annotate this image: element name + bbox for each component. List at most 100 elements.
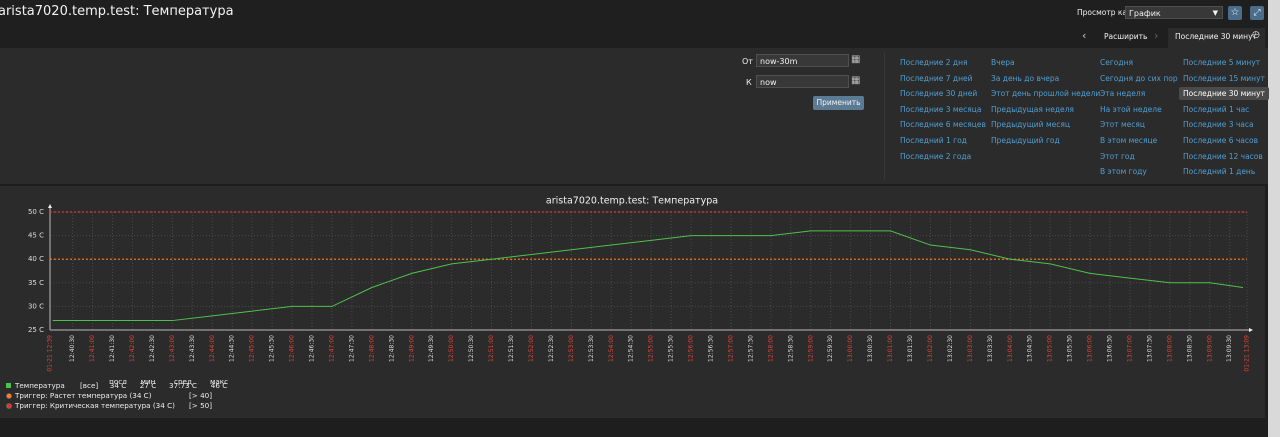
quick-range-link[interactable]: Предыдущий год bbox=[991, 136, 1060, 145]
x-tick-label: 12:46:00 bbox=[289, 335, 296, 362]
legend-column: мин bbox=[141, 377, 156, 386]
x-tick-label: 12:43:00 bbox=[169, 335, 176, 362]
quick-range-link[interactable]: Последние 3 месяца bbox=[900, 104, 982, 114]
x-tick-label: 12:42:30 bbox=[149, 335, 156, 362]
quick-range-link[interactable]: Последние 12 часов bbox=[1183, 151, 1263, 161]
quick-range-link[interactable]: Последние 2 дня bbox=[900, 58, 968, 67]
quick-range-link[interactable]: Последний 1 день bbox=[1183, 167, 1256, 177]
zoom-out[interactable]: Расширить bbox=[1104, 32, 1148, 41]
legend-trigger-condition: [> 50] bbox=[189, 401, 212, 410]
calendar-icon[interactable]: ▦ bbox=[851, 54, 861, 65]
legend-trigger-icon bbox=[6, 393, 12, 399]
quick-range-link[interactable]: Вчера bbox=[991, 58, 1015, 67]
to-input[interactable]: now bbox=[756, 75, 849, 88]
x-tick-label: 13:07:00 bbox=[1126, 335, 1133, 362]
quick-range-link[interactable]: Последние 2 года bbox=[900, 151, 972, 161]
apply-button[interactable]: Применить bbox=[813, 96, 864, 110]
prev-button[interactable]: ‹ bbox=[1082, 29, 1087, 42]
x-tick-label: 12:40:30 bbox=[69, 335, 76, 362]
filter-panel: От now-30m ▦ К now ▦ Применить Последние… bbox=[0, 48, 1269, 184]
x-tick-label: 12:57:30 bbox=[747, 335, 754, 362]
quick-range-link[interactable]: Последние 15 минут bbox=[1183, 73, 1265, 83]
y-tick-label: 40 C bbox=[28, 255, 44, 263]
x-tick-label: 12:55:30 bbox=[668, 335, 675, 362]
x-tick-label: 12:52:30 bbox=[548, 335, 555, 362]
x-tick-label: 12:50:00 bbox=[448, 335, 455, 362]
quick-range-link[interactable]: Последние 6 месяцев bbox=[900, 120, 986, 130]
quick-range-link[interactable]: Последние 7 дней bbox=[900, 73, 973, 83]
legend-stat: 27 C bbox=[140, 381, 156, 390]
x-tick-label: 13:06:00 bbox=[1087, 335, 1094, 362]
dropdown-arrow: ▼ bbox=[1212, 9, 1218, 17]
legend-filter: [все] bbox=[80, 381, 98, 390]
x-tick-label: 12:42:00 bbox=[129, 335, 136, 362]
x-tick-label: 01-21 13:09 bbox=[1244, 335, 1251, 372]
y-tick-label: 35 C bbox=[28, 279, 44, 287]
x-tick-label: 12:48:30 bbox=[388, 335, 395, 362]
x-tick-label: 12:58:00 bbox=[767, 335, 774, 362]
quick-range-link[interactable]: Этот месяц bbox=[1100, 120, 1145, 130]
x-tick-label: 12:49:00 bbox=[408, 335, 415, 362]
x-tick-label: 01-21 12:39 bbox=[47, 335, 54, 372]
quick-range-link[interactable]: Последние 30 дней bbox=[900, 89, 978, 99]
quick-range-link[interactable]: Сегодня bbox=[1100, 58, 1133, 67]
y-tick-label: 50 C bbox=[28, 208, 44, 216]
x-tick-label: 12:59:00 bbox=[807, 335, 814, 362]
view-as-label: Просмотр как bbox=[1077, 8, 1132, 17]
quick-range-link[interactable]: Этот год bbox=[1100, 151, 1135, 161]
favorite-button[interactable]: ☆ bbox=[1228, 6, 1242, 20]
x-tick-label: 13:06:30 bbox=[1107, 335, 1114, 362]
x-tick-label: 12:59:30 bbox=[827, 335, 834, 362]
view-as-select[interactable]: График ▼ bbox=[1125, 6, 1223, 19]
quick-range-link[interactable]: Этот день прошлой недели bbox=[991, 89, 1101, 99]
quick-range-link[interactable]: Последний 1 год bbox=[900, 136, 967, 145]
axis-arrow bbox=[48, 204, 52, 208]
x-tick-label: 12:51:30 bbox=[508, 335, 515, 362]
quick-range-link[interactable]: Предыдущая неделя bbox=[991, 104, 1074, 114]
x-tick-label: 13:08:30 bbox=[1186, 335, 1193, 362]
x-tick-label: 12:51:00 bbox=[488, 335, 495, 362]
x-tick-label: 12:47:30 bbox=[348, 335, 355, 362]
x-tick-label: 13:04:00 bbox=[1007, 335, 1014, 362]
quick-range-link[interactable]: В этом месяце bbox=[1100, 136, 1158, 145]
legend-trigger: Триггер: Растет температура (34 C) bbox=[14, 391, 152, 400]
quick-range-link[interactable]: Эта неделя bbox=[1100, 89, 1146, 99]
legend-stat: 34 C bbox=[110, 381, 126, 390]
x-tick-label: 12:44:30 bbox=[229, 335, 236, 362]
quick-range-link[interactable]: Последние 6 часов bbox=[1183, 136, 1259, 145]
fullscreen-button[interactable]: ⤢ bbox=[1250, 6, 1264, 20]
legend-trigger: Триггер: Критическая температура (34 C) bbox=[14, 401, 175, 410]
legend-trigger-icon bbox=[6, 403, 12, 409]
timeline-bar: ‹ Расширить › Последние 30 минут ◷ bbox=[0, 24, 1268, 48]
x-tick-label: 13:09:00 bbox=[1206, 335, 1213, 362]
current-period: Последние 30 минут bbox=[1175, 32, 1257, 41]
graph-panel: arista7020.temp.test: Температура 25 C 30… bbox=[0, 186, 1265, 418]
legend-column: посл bbox=[109, 377, 127, 386]
quick-range-link[interactable]: Предыдущий месяц bbox=[991, 120, 1070, 130]
quick-range-link[interactable]: За день до вчера bbox=[991, 73, 1060, 83]
legend-stat: 37.73 C bbox=[169, 381, 197, 390]
next-button[interactable]: › bbox=[1154, 29, 1159, 42]
quick-range-link[interactable]: На этой неделе bbox=[1100, 104, 1162, 114]
x-tick-label: 13:08:00 bbox=[1166, 335, 1173, 362]
x-tick-label: 12:55:00 bbox=[648, 335, 655, 362]
quick-range-link[interactable]: Последние 30 минут bbox=[1179, 87, 1269, 101]
x-tick-label: 12:56:30 bbox=[708, 335, 715, 362]
calendar-icon[interactable]: ▦ bbox=[851, 75, 861, 86]
x-tick-label: 13:02:30 bbox=[947, 335, 954, 362]
legend-trigger-condition: [> 40] bbox=[189, 391, 212, 400]
x-tick-label: 12:56:00 bbox=[688, 335, 695, 362]
quick-range-link[interactable]: Последние 5 минут bbox=[1183, 58, 1261, 67]
x-tick-label: 12:41:30 bbox=[109, 335, 116, 362]
period-tab[interactable]: Последние 30 минут ◷ bbox=[1168, 28, 1265, 48]
quick-range-link[interactable]: В этом году bbox=[1100, 167, 1147, 177]
from-input[interactable]: now-30m bbox=[756, 54, 849, 67]
from-label: От bbox=[742, 57, 753, 66]
quick-range-link[interactable]: Сегодня до сих пор bbox=[1100, 73, 1178, 83]
x-tick-label: 12:46:30 bbox=[309, 335, 316, 362]
quick-range-link[interactable]: Последний 1 час bbox=[1183, 104, 1250, 114]
x-tick-label: 13:07:30 bbox=[1146, 335, 1153, 362]
quick-range-link[interactable]: Последние 3 часа bbox=[1183, 120, 1254, 130]
x-tick-label: 12:48:00 bbox=[368, 335, 375, 362]
x-tick-label: 12:52:00 bbox=[528, 335, 535, 362]
